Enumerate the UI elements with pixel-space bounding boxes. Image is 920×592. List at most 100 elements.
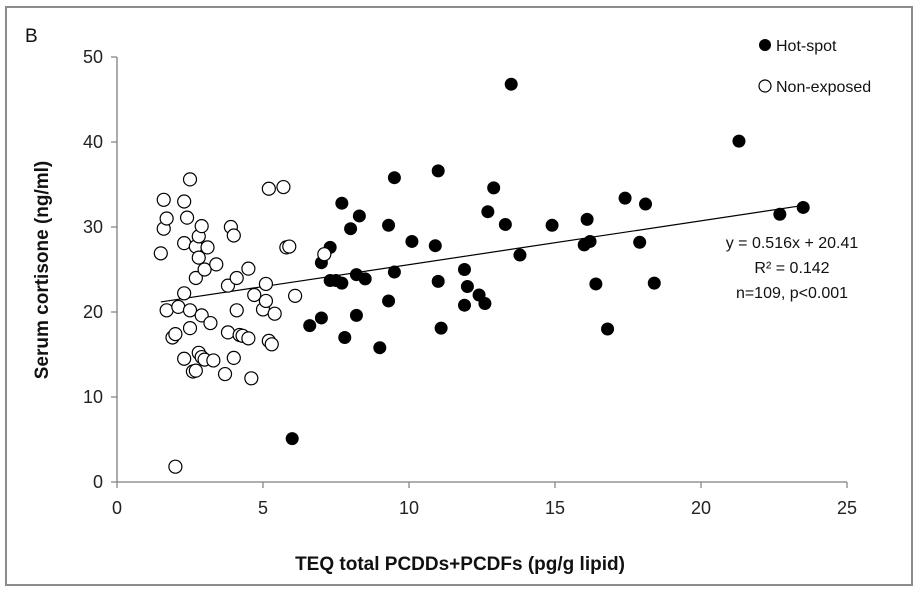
chart-frame [5,6,913,586]
legend-marker-non-exposed [758,79,772,93]
x-tick-label: 15 [545,498,565,518]
legend-marker-hot-spot [759,39,771,51]
point-hot-spot [405,234,419,248]
trendline-stats: n=109, p<0.001 [736,285,848,302]
point-hot-spot [773,207,787,221]
y-tick-label: 50 [83,47,103,67]
point-non-exposed [188,270,203,286]
point-non-exposed [267,306,282,321]
point-non-exposed [226,228,241,243]
point-non-exposed [188,363,203,378]
point-hot-spot [428,239,442,253]
point-non-exposed [156,192,171,207]
panel-label: B [25,26,38,47]
x-tick-label: 5 [258,498,268,518]
point-hot-spot [285,432,299,446]
point-non-exposed [177,194,192,209]
trendline-equation: y = 0.516x + 20.41 [726,235,859,252]
point-non-exposed [171,299,186,314]
point-non-exposed [159,303,174,318]
axes [116,57,847,483]
y-tick-label: 30 [83,217,103,237]
point-hot-spot [633,235,647,249]
point-hot-spot [358,272,372,286]
point-non-exposed [179,210,195,225]
point-non-exposed [220,325,236,340]
point-hot-spot [457,298,471,312]
x-axis-title: TEQ total PCDDs+PCDFs (pg/g lipid) [295,554,625,575]
point-non-exposed [203,315,218,331]
ticks: 0 5 10 15 20 25 0 10 20 30 40 50 [83,47,857,518]
point-non-exposed [226,350,241,365]
y-tick-label: 0 [93,472,103,492]
point-hot-spot [382,218,396,232]
point-hot-spot [314,311,328,325]
point-hot-spot [434,321,448,335]
point-non-exposed [159,211,174,226]
point-non-exposed [229,303,244,318]
point-hot-spot [487,181,501,195]
point-hot-spot [580,212,594,226]
point-hot-spot [498,217,512,231]
point-non-exposed [261,181,276,196]
point-hot-spot [303,319,317,333]
point-non-exposed [168,459,183,474]
point-non-exposed [276,179,291,195]
point-hot-spot [344,222,358,236]
trendline-group [160,204,804,303]
point-non-exposed [168,327,183,342]
x-tick-label: 10 [399,498,419,518]
point-non-exposed [177,286,192,301]
point-hot-spot [352,209,366,223]
point-non-exposed [288,288,303,303]
point-non-exposed [182,172,198,187]
point-non-exposed [217,366,233,382]
point-hot-spot [382,294,396,308]
point-non-exposed [200,240,215,255]
trendline-annotation: y = 0.516x + 20.41 R² = 0.142 n=109, p<0… [726,235,859,302]
point-non-exposed [153,246,168,261]
point-non-exposed [258,293,274,309]
point-hot-spot [457,263,471,276]
point-hot-spot [338,331,352,344]
point-non-exposed [177,236,192,251]
point-hot-spot [545,218,559,232]
y-axis-title: Serum cortisone (ng/ml) [32,161,53,380]
point-non-exposed [264,337,279,352]
point-non-exposed [177,351,192,366]
point-hot-spot [583,234,597,248]
point-hot-spot [639,197,653,211]
point-non-exposed [241,261,256,276]
point-non-exposed [182,321,198,336]
point-non-exposed [182,303,198,318]
trendline [160,204,804,303]
point-non-exposed [244,371,259,386]
legend-label-non-exposed: Non-exposed [776,79,871,96]
point-hot-spot [387,171,401,185]
y-tick-label: 20 [83,302,103,322]
point-non-exposed [229,270,244,286]
legend: Hot-spot Non-exposed [758,38,871,96]
point-hot-spot [732,134,746,148]
point-hot-spot [513,248,527,262]
point-hot-spot [335,196,349,210]
legend-label-hot-spot: Hot-spot [776,38,837,55]
point-non-exposed [282,239,297,254]
point-hot-spot [387,265,401,279]
point-non-exposed [194,219,209,234]
x-tick-label: 20 [691,498,711,518]
point-hot-spot [373,341,387,355]
point-hot-spot [618,191,632,205]
point-non-exposed [206,353,221,368]
point-hot-spot [601,322,615,336]
point-hot-spot [589,277,603,291]
point-non-exposed [209,257,224,272]
x-tick-label: 0 [112,498,122,518]
point-hot-spot [647,276,661,290]
x-tick-label: 25 [837,498,857,518]
point-non-exposed [197,262,212,277]
point-non-exposed [247,287,262,303]
point-hot-spot [349,308,363,322]
point-hot-spot [504,77,518,91]
